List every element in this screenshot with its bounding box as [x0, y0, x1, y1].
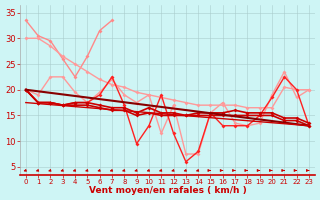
X-axis label: Vent moyen/en rafales ( km/h ): Vent moyen/en rafales ( km/h ) [89, 186, 246, 195]
